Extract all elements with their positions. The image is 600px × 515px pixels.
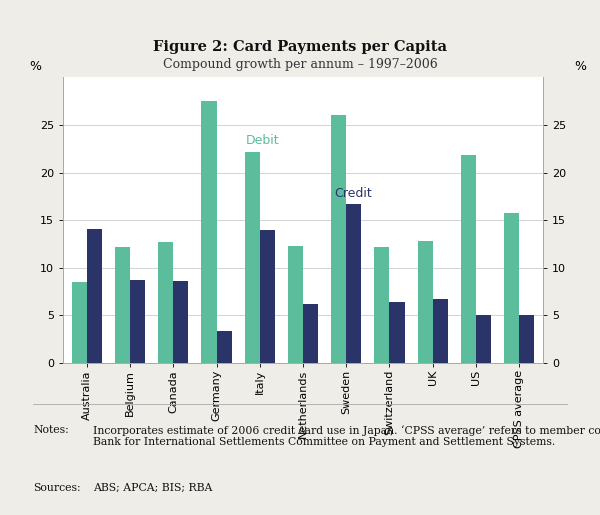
Bar [389,302,404,363]
Text: ABS; APCA; BIS; RBA: ABS; APCA; BIS; RBA [93,483,212,493]
Text: %: % [29,60,41,73]
Bar [504,214,519,363]
Bar [331,115,346,363]
Bar [245,151,260,363]
Text: Figure 2: Card Payments per Capita: Figure 2: Card Payments per Capita [153,40,447,54]
Bar [71,282,87,363]
Bar [217,331,232,363]
Bar [87,229,102,363]
Bar [346,204,361,363]
Bar [158,242,173,363]
Text: Sources:: Sources: [33,483,80,493]
Bar [476,315,491,363]
Text: Credit: Credit [335,186,372,199]
Text: %: % [574,60,586,73]
Bar [173,281,188,363]
Bar [260,230,275,363]
Bar [374,247,389,363]
Text: Notes:: Notes: [33,425,69,435]
Bar [288,246,303,363]
Bar [202,101,217,363]
Bar [115,247,130,363]
Text: Compound growth per annum – 1997–2006: Compound growth per annum – 1997–2006 [163,58,437,71]
Bar [303,304,318,363]
Bar [433,299,448,363]
Bar [418,241,433,363]
Text: Debit: Debit [245,133,279,147]
Bar [130,280,145,363]
Bar [519,315,535,363]
Text: Incorporates estimate of 2006 credit card use in Japan. ‘CPSS average’ refers to: Incorporates estimate of 2006 credit car… [93,425,600,447]
Bar [461,156,476,363]
